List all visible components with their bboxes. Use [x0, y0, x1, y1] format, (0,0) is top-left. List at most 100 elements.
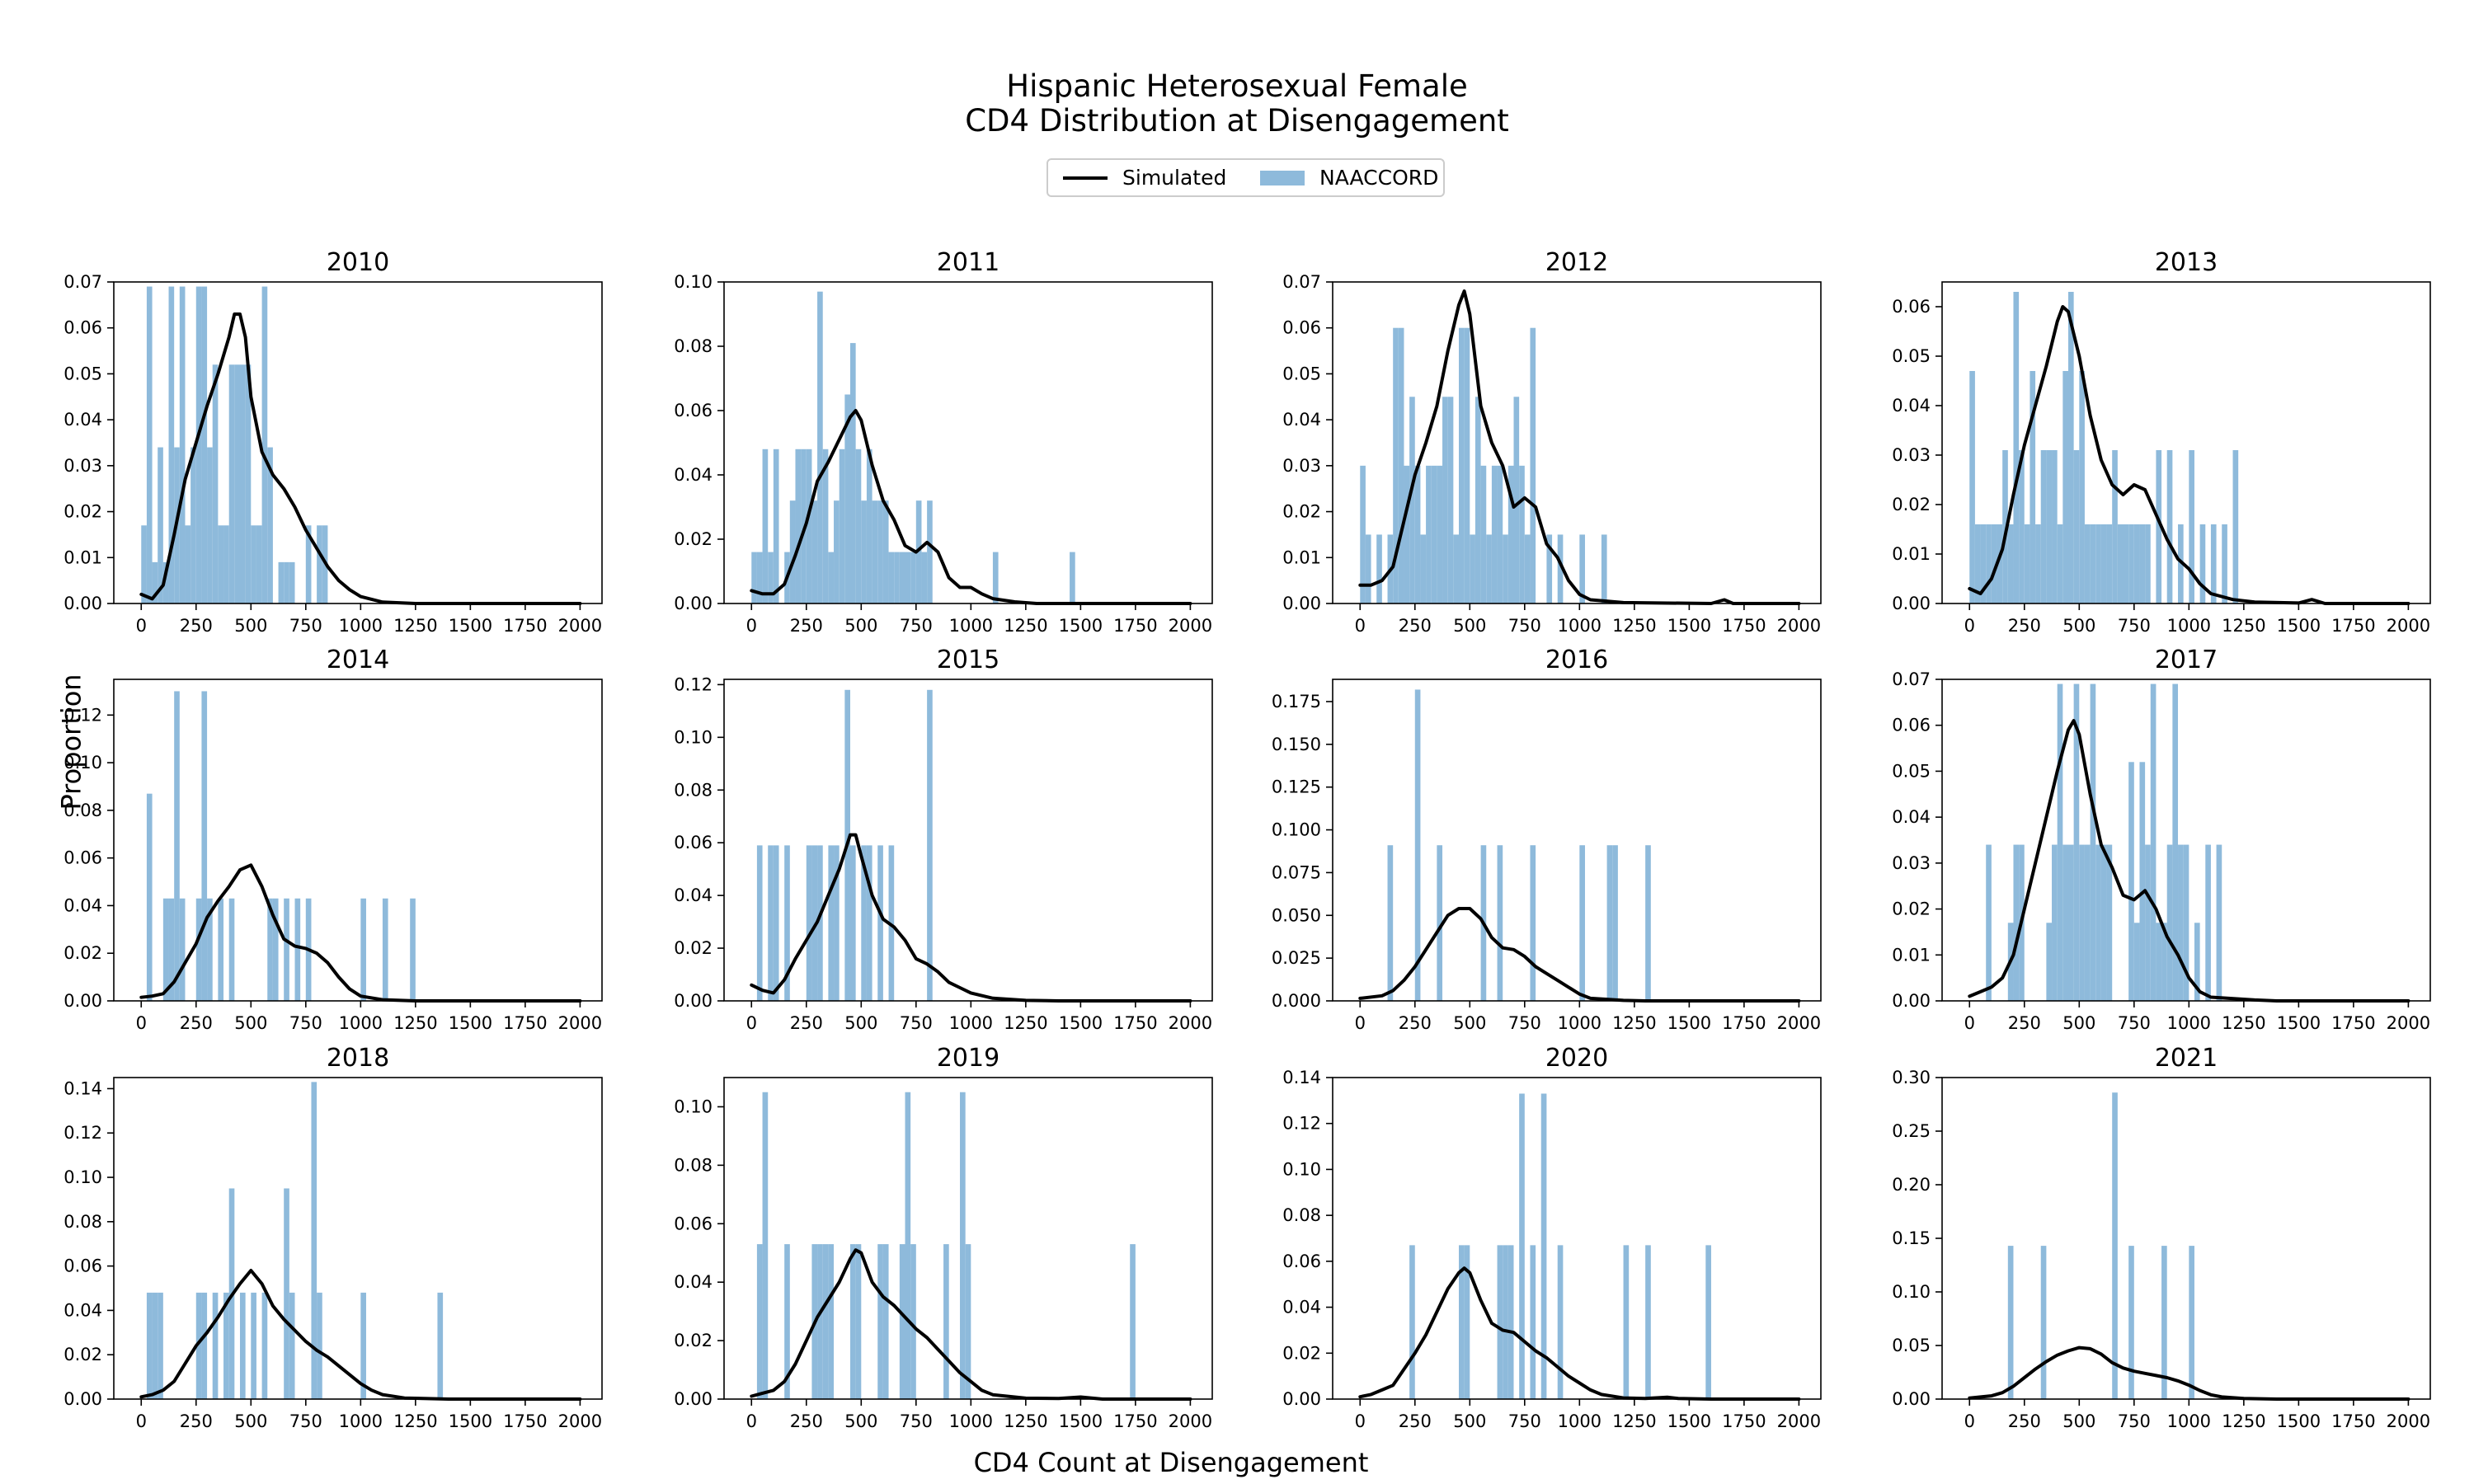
- y-tick-label: 0.02: [674, 529, 713, 549]
- histogram-bar: [2150, 683, 2157, 1001]
- x-tick-label: 1500: [1667, 1013, 1711, 1033]
- x-tick-label: 1000: [2167, 616, 2211, 636]
- histogram-bar: [2199, 524, 2206, 603]
- y-tick-label: 0.03: [1892, 853, 1931, 873]
- x-tick-label: 750: [289, 1013, 322, 1033]
- histogram-bar: [789, 500, 796, 603]
- histogram-bar: [1540, 1093, 1547, 1399]
- x-tick-label: 500: [1453, 616, 1486, 636]
- y-tick-label: 0.01: [1282, 547, 1321, 567]
- histogram-bar: [267, 898, 273, 1001]
- histogram-bar: [849, 343, 856, 603]
- histogram-bar: [207, 898, 213, 1001]
- subplot-2021: 2021 0 250 500 750 1000 1250 1500 1750 2000 0.00 0.…: [1892, 1044, 2431, 1431]
- y-tick-label: 0.02: [63, 502, 102, 522]
- histogram-bar: [915, 500, 922, 603]
- histogram-bar: [882, 500, 889, 603]
- histogram-bar: [1601, 534, 1607, 603]
- y-tick-label: 0.06: [1892, 716, 1931, 735]
- subplot-2011: 2011 0 250 500 750 1000 1250 1500 1750 2000 0.00 0.…: [674, 248, 1213, 636]
- histogram-bar: [1464, 1245, 1470, 1399]
- histogram-bar: [1557, 1245, 1564, 1399]
- histogram-bar: [2100, 844, 2107, 1001]
- x-tick-label: 250: [2008, 1013, 2041, 1033]
- x-tick-label: 1250: [1612, 616, 1656, 636]
- subplot-title: 2012: [1545, 248, 1608, 277]
- y-tick-label: 0.30: [1892, 1068, 1931, 1087]
- histogram-bar: [179, 898, 186, 1001]
- x-tick-label: 0: [1964, 616, 1975, 636]
- y-tick-label: 0.175: [1272, 692, 1321, 711]
- x-tick-label: 2000: [558, 1411, 602, 1431]
- histogram-bar: [1458, 1245, 1465, 1399]
- histogram-bar: [905, 552, 911, 603]
- histogram-bar: [223, 525, 229, 603]
- y-tick-label: 0.10: [674, 1097, 713, 1116]
- simulated-line: [750, 409, 1192, 605]
- histogram-bar: [278, 561, 285, 603]
- histogram-bar: [245, 364, 252, 603]
- y-tick-label: 0.02: [1892, 899, 1931, 919]
- histogram-bar: [2002, 450, 2008, 603]
- histogram-bar: [239, 1292, 246, 1399]
- histogram-bar: [965, 1244, 971, 1399]
- histogram-bar: [2062, 844, 2068, 1001]
- x-tick-label: 1750: [1113, 1411, 1157, 1431]
- x-tick-label: 500: [2062, 1013, 2095, 1033]
- histogram-bar: [294, 898, 301, 1001]
- y-tick-label: 0.06: [674, 401, 713, 420]
- x-tick-label: 1750: [503, 616, 547, 636]
- histogram-bars: [756, 1092, 1136, 1399]
- histogram-bar: [1705, 1245, 1711, 1399]
- histogram-bar: [877, 500, 883, 603]
- histogram-bar: [2106, 524, 2113, 603]
- histogram-bars: [1409, 1093, 1711, 1399]
- histogram-bar: [218, 898, 224, 1001]
- histogram-bar: [751, 552, 757, 603]
- subplot-2012: 2012 0 250 500 750 1000 1250 1500 1750 2000 0.00 0.…: [1282, 248, 1822, 636]
- histogram-bar: [1409, 397, 1415, 603]
- y-tick-label: 0.03: [1282, 456, 1321, 476]
- y-tick-label: 0.08: [674, 336, 713, 356]
- histogram-bar: [927, 689, 933, 1001]
- histogram-bar: [162, 898, 169, 1001]
- histogram-bar: [195, 1292, 202, 1399]
- histogram-bar: [2062, 371, 2068, 603]
- subplot-2015: 2015 0 250 500 750 1000 1250 1500 1750 2000 0.00 0.…: [674, 646, 1213, 1033]
- y-tick-label: 0.00: [63, 1389, 102, 1409]
- x-tick-label: 750: [1508, 1013, 1541, 1033]
- histogram-bar: [234, 364, 240, 603]
- x-tick-label: 500: [844, 1411, 877, 1431]
- x-tick-label: 250: [2008, 616, 2041, 636]
- histogram-bar: [773, 845, 779, 1001]
- y-tick-label: 0.00: [1892, 594, 1931, 613]
- x-tick-label: 1000: [339, 616, 383, 636]
- histogram-bar: [1969, 371, 1975, 603]
- y-tick-label: 0.02: [674, 938, 713, 958]
- histogram-bar: [2189, 1246, 2194, 1399]
- x-tick-label: 500: [2062, 616, 2095, 636]
- histogram-bar: [382, 898, 388, 1001]
- histogram-bar: [866, 448, 872, 603]
- histogram-bar: [839, 448, 845, 603]
- x-tick-label: 250: [180, 1411, 213, 1431]
- histogram-bar: [2007, 524, 2014, 603]
- x-tick-label: 500: [234, 1013, 267, 1033]
- x-tick-label: 1500: [1059, 1013, 1103, 1033]
- histogram-bar: [1507, 1245, 1514, 1399]
- x-tick-label: 2000: [558, 1013, 602, 1033]
- histogram-bar: [1497, 1245, 1503, 1399]
- y-tick-label: 0.12: [63, 705, 102, 725]
- histogram-bar: [190, 447, 196, 603]
- x-tick-label: 1750: [1722, 616, 1766, 636]
- y-tick-label: 0.05: [1282, 364, 1321, 383]
- histogram-bar: [410, 898, 416, 1001]
- y-tick-label: 0.000: [1272, 991, 1321, 1011]
- plot-frame: [1332, 281, 1822, 604]
- histogram-bar: [2046, 450, 2053, 603]
- y-tick-label: 0.06: [1282, 318, 1321, 338]
- histogram-bar: [921, 552, 928, 603]
- x-tick-label: 500: [1453, 1411, 1486, 1431]
- histogram-bar: [2161, 923, 2167, 1001]
- x-tick-label: 1250: [393, 616, 437, 636]
